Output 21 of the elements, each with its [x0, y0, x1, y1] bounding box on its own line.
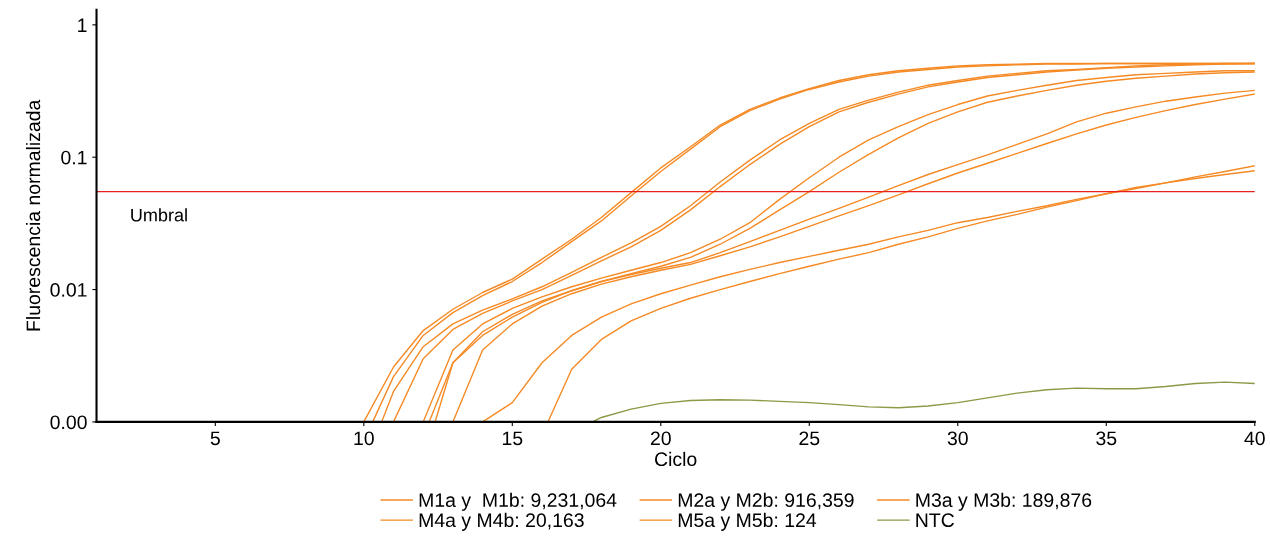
legend-label: M5a y M5b: 124 [678, 512, 817, 531]
legend-label: NTC [916, 513, 955, 528]
x-tick-label: 40 [1244, 431, 1265, 446]
y-axis-title: Fluorescencia normalizada [25, 99, 41, 331]
x-tick-label: 5 [210, 431, 220, 446]
x-tick-label: 10 [354, 431, 374, 446]
y-tick-label: 0.01 [50, 283, 87, 297]
legend-label: M3a y M3b: 189,876 [916, 492, 1092, 511]
legend-label: M2a y M2b: 916,359 [678, 492, 854, 511]
ref-line-label: Umbral [131, 208, 187, 222]
legend-label: M4a y M4b: 20,163 [419, 512, 584, 531]
x-tick-label: 35 [1096, 431, 1117, 446]
y-tick-label: 0.1 [61, 150, 87, 165]
legend-label: M1a y M1b: 9,231,064 [419, 492, 617, 511]
x-axis-title: Ciclo [655, 451, 697, 467]
x-tick-label: 20 [650, 431, 671, 446]
x-tick-label: 30 [947, 431, 968, 446]
x-tick-label: 15 [502, 431, 523, 446]
y-tick-label: 1 [78, 18, 87, 32]
y-tick-label: 0.00 [50, 415, 87, 430]
x-tick-label: 25 [799, 431, 820, 446]
